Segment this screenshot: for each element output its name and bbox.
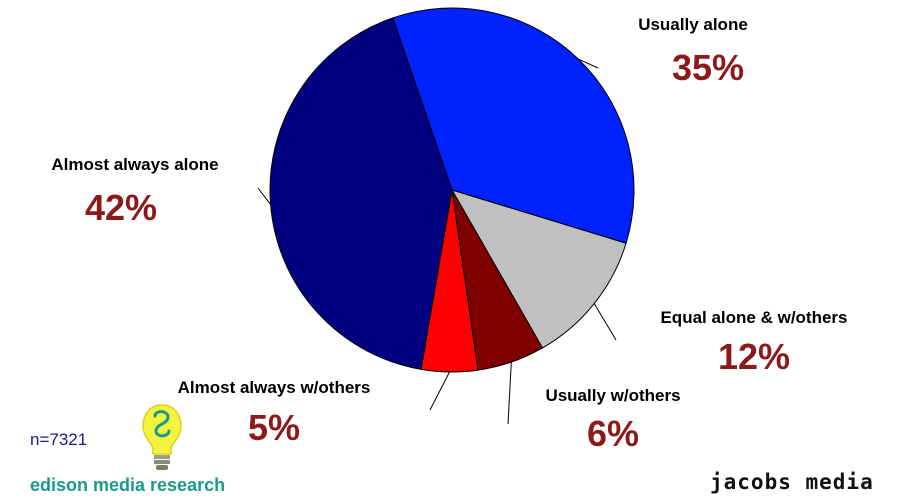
leader-line xyxy=(578,58,599,69)
pct-almost-always-alone: 42% xyxy=(85,187,157,228)
sample-size: n=7321 xyxy=(30,430,88,449)
label-almost-always-w-others: Almost always w/others xyxy=(178,378,371,397)
label-usually-alone: Usually alone xyxy=(638,15,748,34)
pct-usually-w-others: 6% xyxy=(587,413,639,454)
pie-slice-equal-alone-w-others xyxy=(450,189,627,349)
pct-equal-alone-others: 12% xyxy=(718,336,790,377)
leader-line xyxy=(429,371,450,411)
label-equal-alone-others: Equal alone & w/others xyxy=(660,308,847,327)
pct-usually-alone: 35% xyxy=(672,47,744,88)
label-almost-always-alone: Almost always alone xyxy=(51,155,218,174)
label-usually-w-others: Usually w/others xyxy=(545,386,680,405)
leader-line xyxy=(257,187,271,205)
pct-almost-always-w-others: 5% xyxy=(248,407,300,448)
leader-line xyxy=(507,362,512,425)
jacobs-media-logo: jacobs media xyxy=(710,470,874,494)
pie-slice-almost-always-alone xyxy=(269,17,453,370)
leader-line xyxy=(593,303,617,341)
edison-media-research-logo: edison media research xyxy=(30,475,226,495)
lightbulb-logo-icon xyxy=(142,404,182,470)
